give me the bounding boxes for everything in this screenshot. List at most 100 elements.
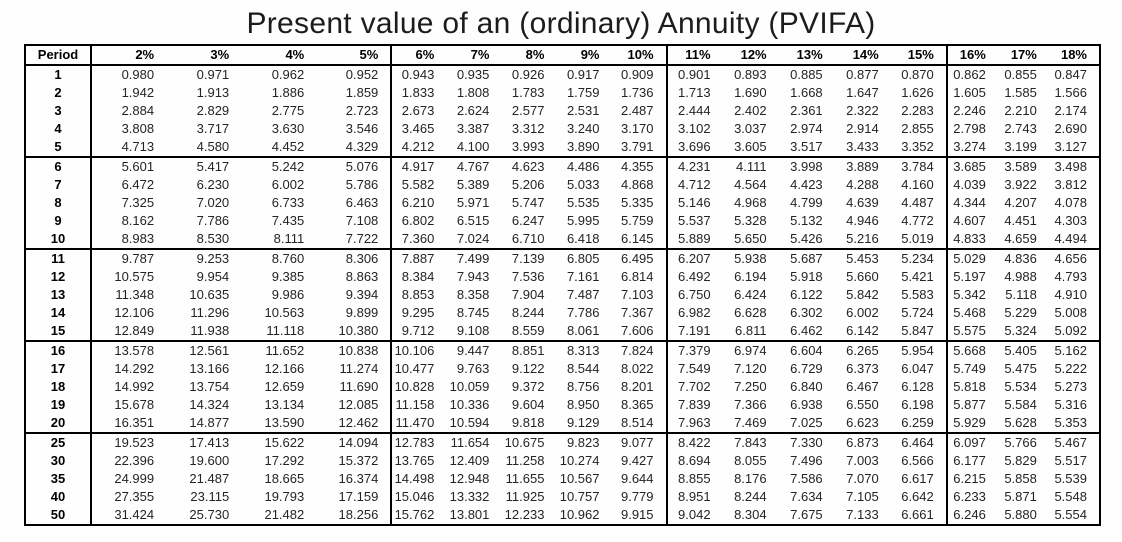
value-cell: 12.659	[264, 379, 305, 394]
value-cell: 8.855	[665, 470, 723, 488]
value-cell: 11.158	[390, 396, 447, 414]
value-cell: 13.801	[449, 507, 490, 522]
value-cell: 4.231	[665, 156, 723, 176]
value-cell: 2.210	[1004, 103, 1037, 118]
value-cell: 7.161	[566, 269, 600, 284]
value-cell: 2.798	[945, 120, 998, 138]
value-cell: 6.642	[901, 489, 934, 504]
value-cell: 9.823	[556, 432, 612, 452]
value-cell: 6.623	[846, 415, 879, 430]
value-cell: 1.886	[271, 85, 305, 100]
rate-header: 4%	[241, 45, 317, 66]
value-cell: 9.385	[271, 269, 305, 284]
value-cell: 11.348	[115, 287, 155, 302]
value-cell: 3.696	[665, 138, 723, 157]
value-cell: 9.427	[620, 453, 654, 468]
value-cell: 5.197	[945, 268, 998, 286]
period-cell: 7	[25, 176, 93, 194]
value-cell: 14.292	[114, 361, 155, 376]
value-cell: 4.100	[456, 139, 490, 154]
rate-header: 13%	[778, 45, 835, 66]
value-cell: 7.139	[501, 248, 557, 268]
value-cell: 7.133	[846, 507, 879, 522]
value-cell: 9.818	[511, 415, 545, 430]
value-cell: 1.783	[511, 85, 545, 100]
value-cell: 9.763	[456, 361, 490, 376]
value-cell: 1.626	[901, 85, 934, 100]
value-cell: 3.517	[790, 139, 823, 154]
table-row: 2 1.942 1.913 1.886 1.859 1.833 1.808 1.783 1.75…	[25, 84, 1100, 102]
value-cell: 3.589	[997, 156, 1049, 176]
value-cell: 8.950	[566, 397, 600, 412]
value-cell: 8.760	[241, 248, 317, 268]
value-cell: 19.793	[264, 489, 305, 504]
value-cell: 10.380	[338, 323, 379, 338]
period-cell: 10	[25, 230, 93, 249]
value-cell: 7.496	[790, 453, 823, 468]
table-row: 16 13.578 12.561 11.652 10.838 10.106 9.447 8.8…	[25, 340, 1100, 360]
value-cell: 5.871	[1004, 489, 1037, 504]
value-cell: 6.302	[790, 305, 823, 320]
value-cell: 6.805	[556, 248, 612, 268]
value-cell: 4.303	[1054, 213, 1087, 228]
value-cell: 8.055	[734, 453, 767, 468]
table-row: 19 15.678 14.324 13.134 12.085 11.158 10.336 9.…	[25, 396, 1100, 414]
value-cell: 6.710	[511, 231, 545, 246]
value-cell: 2.444	[665, 102, 723, 120]
value-cell: 6.198	[901, 397, 934, 412]
table-row: 9 8.162 7.786 7.435 7.108 6.802 6.515 6.247 5.99…	[25, 212, 1100, 230]
value-cell: 7.360	[390, 230, 447, 249]
value-cell: 8.022	[620, 361, 654, 376]
value-cell: 5.426	[790, 231, 823, 246]
value-cell: 6.604	[778, 340, 835, 360]
value-cell: 8.756	[566, 379, 600, 394]
value-cell: 4.793	[1054, 269, 1087, 284]
value-cell: 4.772	[901, 213, 934, 228]
value-cell: 8.306	[316, 248, 392, 268]
value-cell: 31.424	[114, 507, 155, 522]
value-cell: 6.495	[611, 248, 667, 268]
rate-header: 9%	[556, 45, 612, 66]
value-cell: 7.325	[121, 195, 155, 210]
value-cell: 3.312	[511, 121, 545, 136]
value-cell: 5.759	[620, 213, 654, 228]
value-cell: 8.422	[665, 432, 723, 452]
value-cell: 10.106	[390, 340, 447, 360]
value-cell: 5.316	[1054, 397, 1087, 412]
value-cell: 9.394	[345, 287, 379, 302]
value-cell: 0.893	[734, 67, 767, 82]
page-title: Present value of an (ordinary) Annuity (…	[246, 7, 876, 40]
value-cell: 5.132	[790, 213, 823, 228]
value-cell: 12.106	[114, 305, 155, 320]
value-cell: 13.765	[390, 452, 447, 470]
value-cell: 14.992	[114, 379, 155, 394]
table-row: 8 7.325 7.020 6.733 6.463 6.210 5.971 5.747 5.53…	[25, 194, 1100, 212]
table-row: 18 14.992 13.754 12.659 11.690 10.828 10.059 9.…	[25, 378, 1100, 396]
value-cell: 7.943	[456, 269, 490, 284]
value-cell: 5.335	[620, 195, 654, 210]
value-cell: 8.365	[620, 397, 654, 412]
rate-header: 16%	[945, 45, 998, 66]
value-cell: 6.840	[790, 379, 823, 394]
value-cell: 12.849	[114, 323, 155, 338]
value-cell: 8.384	[390, 268, 447, 286]
value-cell: 8.559	[511, 323, 545, 338]
value-cell: 6.617	[901, 471, 934, 486]
value-cell: 3.387	[456, 121, 490, 136]
value-cell: 5.008	[1054, 305, 1087, 320]
value-cell: 5.548	[1054, 489, 1087, 504]
value-cell: 5.421	[901, 269, 934, 284]
value-cell: 1.605	[945, 84, 998, 102]
value-cell: 17.159	[338, 489, 379, 504]
value-cell: 5.467	[1048, 432, 1100, 452]
value-cell: 9.899	[345, 305, 379, 320]
value-cell: 5.229	[1004, 305, 1037, 320]
rate-header: 18%	[1048, 45, 1100, 66]
value-cell: 4.917	[390, 156, 447, 176]
value-cell: 18.665	[264, 471, 305, 486]
value-cell: 10.828	[390, 378, 447, 396]
value-cell: 10.477	[390, 360, 447, 378]
value-cell: 2.487	[620, 103, 654, 118]
rate-header: 2%	[91, 45, 167, 66]
value-cell: 2.624	[456, 103, 490, 118]
